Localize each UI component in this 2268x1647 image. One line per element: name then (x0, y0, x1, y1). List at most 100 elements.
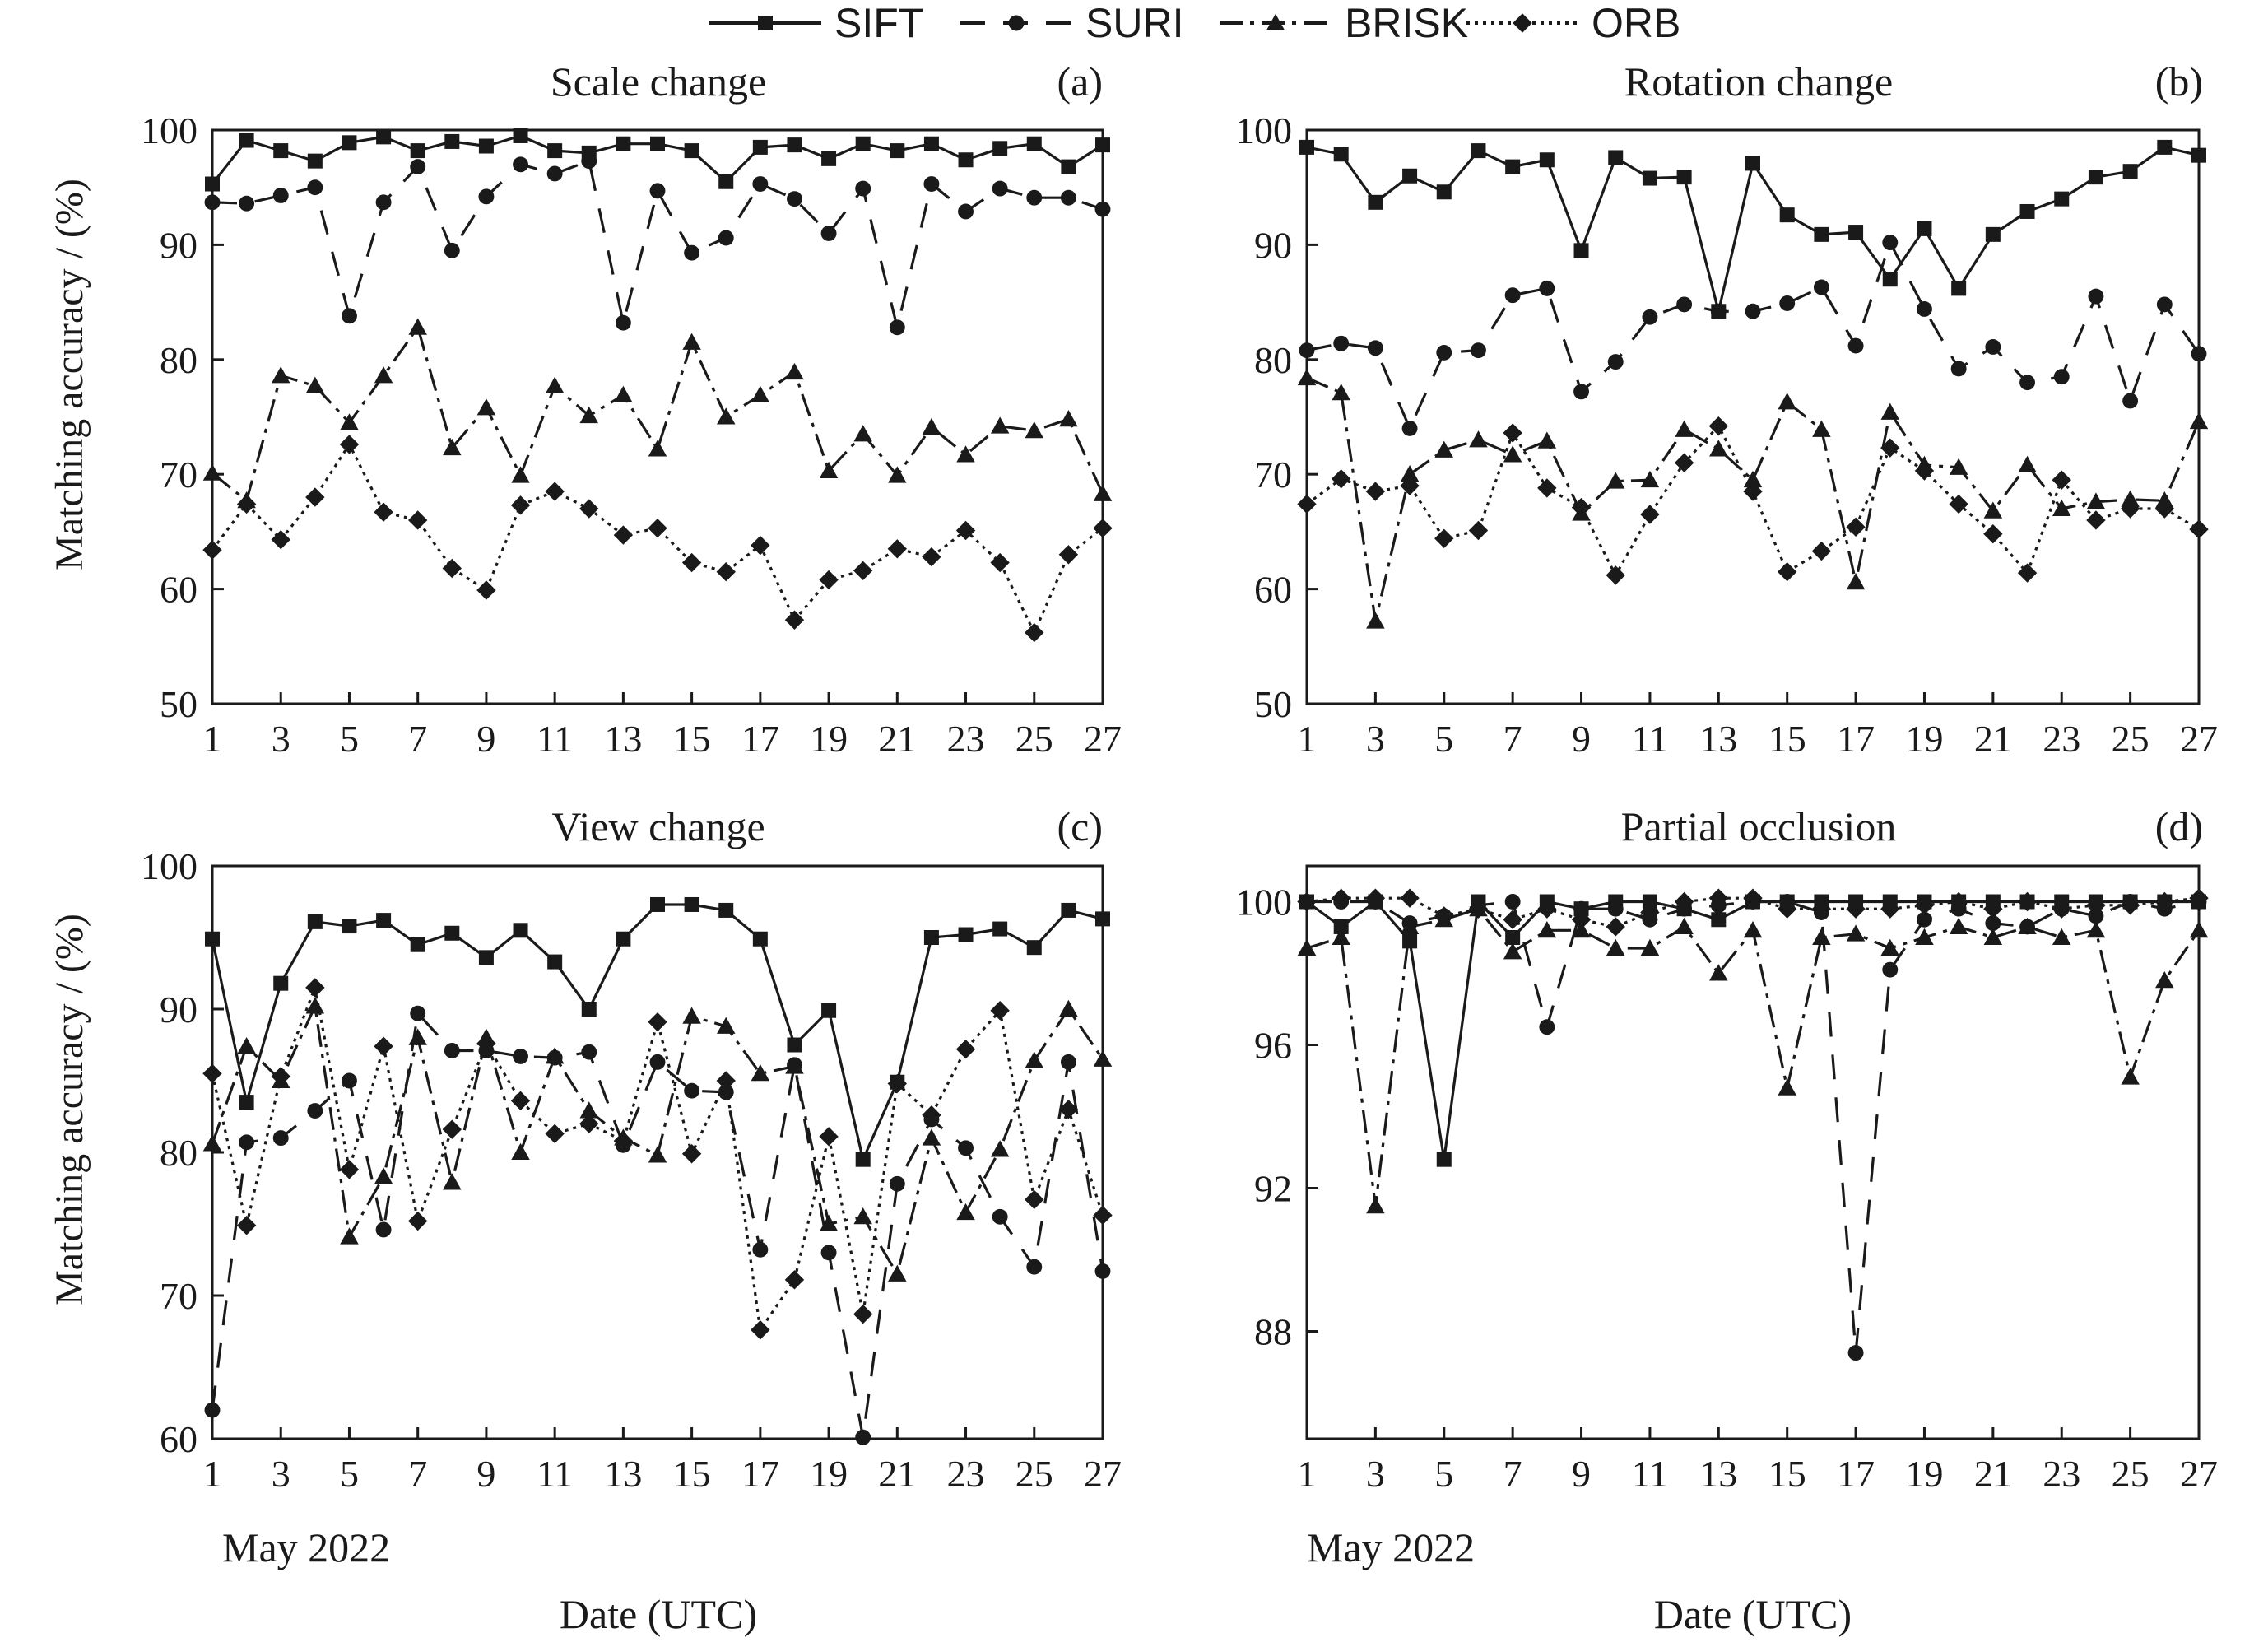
data-point (511, 1142, 530, 1160)
x-tick-label: 25 (1015, 718, 1053, 760)
data-point (273, 975, 289, 991)
data-point (581, 153, 597, 170)
data-point (2154, 891, 2175, 912)
series-brisk (202, 997, 1113, 1282)
data-point (239, 195, 255, 212)
data-point (545, 482, 565, 501)
x-tick-label: 23 (947, 718, 985, 760)
data-point (410, 143, 425, 159)
x-tick-label: 19 (810, 718, 848, 760)
data-point (1095, 137, 1110, 153)
data-point (716, 1071, 736, 1091)
data-point (375, 194, 392, 211)
data-point (1539, 1019, 1555, 1035)
data-point (990, 1140, 1010, 1157)
data-point (1366, 1197, 1385, 1214)
data-point (1503, 445, 1522, 463)
data-point (1917, 221, 1932, 236)
data-point (958, 927, 974, 942)
x-tick-label: 17 (741, 718, 779, 760)
data-point (1093, 519, 1113, 538)
data-point (2086, 896, 2106, 915)
data-point (1814, 226, 1829, 242)
series-sift (205, 896, 1110, 1167)
data-point (1880, 938, 1900, 956)
data-point (1745, 303, 1761, 319)
data-point (958, 1140, 974, 1156)
data-point (1779, 295, 1796, 311)
x-tick-label: 11 (537, 1453, 573, 1495)
panel-b: Rotation change (b) 1 3 5 7 9 11 13 15 17 19 21 23 2… (1235, 58, 2218, 760)
data-point (342, 135, 357, 151)
data-point (442, 558, 462, 579)
data-point (684, 244, 700, 261)
data-point (1058, 545, 1079, 565)
y-tick-label: 70 (160, 454, 198, 495)
data-point (958, 203, 974, 220)
data-point (408, 1028, 427, 1045)
series-sift (1299, 139, 2206, 319)
y-tick-label: 100 (141, 109, 198, 151)
y-tick-label: 60 (160, 1418, 198, 1460)
data-point (681, 552, 702, 573)
data-point (307, 153, 323, 169)
data-point (682, 1007, 701, 1024)
data-point (2155, 970, 2174, 989)
y-axis-label-bottom: Matching accuracy / (%) (48, 914, 91, 1305)
data-point (1366, 612, 1385, 629)
data-point (2018, 917, 2037, 934)
data-point (1676, 170, 1692, 185)
data-point (751, 1064, 770, 1082)
panel-title: Rotation change (1624, 58, 1893, 105)
data-point (716, 561, 736, 582)
data-point (992, 180, 1008, 197)
data-point (444, 925, 460, 941)
data-point (889, 1175, 905, 1192)
data-point (1846, 517, 1866, 537)
data-point (1402, 168, 1418, 184)
x-axis-label-left: Date (UTC) (560, 1591, 757, 1637)
data-point (273, 143, 289, 159)
data-point (716, 407, 736, 425)
data-point (1640, 505, 1660, 524)
series-line (211, 903, 1104, 1161)
data-point (855, 136, 871, 151)
data-point (581, 1044, 597, 1060)
x-tick-label: 21 (878, 1453, 916, 1495)
data-point (1914, 896, 1935, 915)
x-tick-label: 3 (1366, 1453, 1385, 1495)
x-tick-label: 7 (408, 718, 427, 760)
data-point (1400, 476, 1420, 495)
data-point (751, 535, 770, 556)
data-point (579, 499, 599, 519)
data-point (1571, 497, 1592, 518)
data-point (1468, 899, 1489, 919)
data-point (616, 136, 631, 151)
data-point (1333, 919, 1349, 934)
panel-title: Scale change (551, 58, 766, 105)
data-point (305, 487, 325, 507)
y-axis-label-top: Matching accuracy / (%) (48, 179, 91, 570)
y-tick-label: 96 (1254, 1025, 1292, 1067)
data-point (1985, 915, 2001, 932)
data-point (1812, 928, 1831, 945)
series-line (211, 160, 1104, 329)
data-point (1297, 938, 1317, 956)
data-point (1880, 402, 1900, 420)
data-point (2189, 412, 2209, 430)
data-point (2122, 164, 2138, 179)
data-point (476, 580, 496, 600)
data-point (1674, 891, 1694, 912)
series-line (1306, 241, 2201, 430)
data-point (1573, 384, 1589, 400)
legend: SIFT SURI BRISK ORB (709, 0, 1680, 46)
x-tick-label: 7 (1503, 718, 1522, 760)
data-point (407, 510, 428, 530)
data-point (853, 425, 872, 442)
data-point (342, 919, 357, 934)
data-point (1094, 1263, 1111, 1279)
series-line (1306, 376, 2201, 623)
data-point (374, 366, 393, 384)
data-point (1400, 917, 1420, 934)
data-point (1025, 622, 1044, 643)
